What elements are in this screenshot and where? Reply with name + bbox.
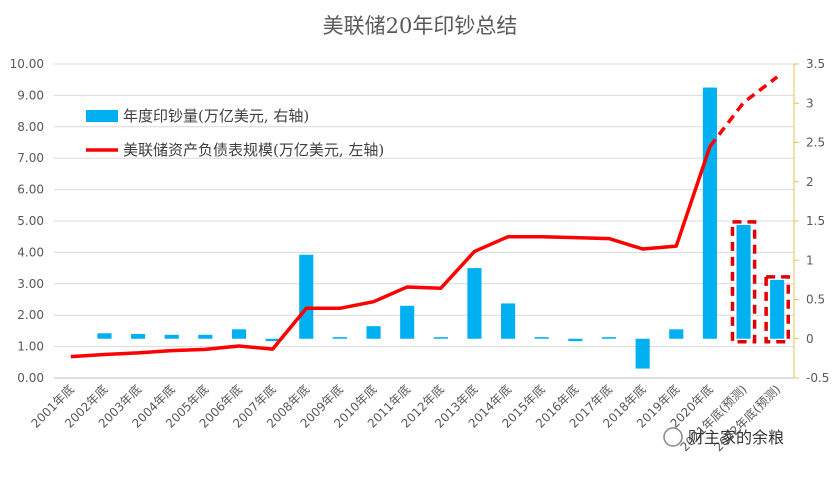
legend: 年度印钞量(万亿美元, 右轴) 美联储资产负债表规模(万亿美元, 左轴) <box>86 107 384 159</box>
gridlines <box>54 63 794 348</box>
bar <box>702 87 717 339</box>
x-axis-labels: 2001年底2002年底2003年底2004年底2005年底2006年底2007… <box>28 382 784 455</box>
legend-line-label: 美联储资产负债表规模(万亿美元, 左轴) <box>123 141 384 159</box>
bar <box>164 334 179 339</box>
right-axis-tick-label: 3.5 <box>806 57 825 71</box>
right-axis-tick-label: 3 <box>806 96 814 110</box>
bar <box>467 268 482 339</box>
bar <box>635 338 650 369</box>
bar <box>501 303 516 339</box>
right-axis-tick-label: 2.5 <box>806 136 825 150</box>
left-axis-tick-label: 10.00 <box>10 57 44 71</box>
watermark-text: 财主家的余粮 <box>688 428 784 447</box>
wechat-icon <box>663 427 683 447</box>
legend-bar-label: 年度印钞量(万亿美元, 右轴) <box>123 107 309 125</box>
bar <box>601 337 617 339</box>
bar <box>568 338 583 342</box>
right-axis-tick-label: -0.5 <box>806 371 829 385</box>
bar <box>400 305 415 339</box>
right-axis-tick-label: 1.5 <box>806 214 825 228</box>
line-series-actual <box>70 146 712 359</box>
left-axis-tick-label: 6.00 <box>17 183 44 197</box>
left-axis-tick-label: 1.00 <box>17 340 44 354</box>
left-axis-tick-label: 7.00 <box>17 151 44 165</box>
projection-highlight-boxes <box>730 220 790 344</box>
bar-series <box>97 87 785 369</box>
left-axis-tick-label: 9.00 <box>17 88 44 102</box>
bar <box>433 337 448 339</box>
projection-highlight-box <box>764 275 790 344</box>
bar <box>366 326 381 339</box>
left-axis-tick-label: 4.00 <box>17 245 44 259</box>
right-axis-tick-label: 2 <box>806 175 814 189</box>
bar <box>770 279 785 339</box>
line-series-projected <box>708 75 779 148</box>
legend-bar-swatch <box>86 110 118 122</box>
chart-title: 美联储20年印钞总结 <box>323 14 518 38</box>
left-axis-tick-label: 5.00 <box>17 214 44 228</box>
left-axis-tick-label: 0.00 <box>17 371 44 385</box>
line-series <box>70 75 779 359</box>
bar <box>97 333 112 339</box>
left-axis-tick-label: 3.00 <box>17 277 44 291</box>
bar <box>231 329 247 339</box>
bar <box>131 334 146 339</box>
bar <box>332 337 347 339</box>
bar <box>265 338 280 342</box>
left-axis-tick-label: 8.00 <box>17 120 44 134</box>
axes: 0.00 1.00 2.00 3.00 4.00 5.00 6.00 7.00 8.00 9.00… <box>10 57 830 385</box>
right-axis-tick-label: 1 <box>806 253 814 267</box>
projection-highlight-box <box>730 220 757 344</box>
bar <box>736 224 751 339</box>
bar <box>299 254 314 339</box>
bar <box>669 329 684 339</box>
right-axis-tick-label: 0 <box>806 332 814 346</box>
bar <box>534 337 549 339</box>
right-axis-tick-label: 0.5 <box>806 293 825 307</box>
left-axis-tick-label: 2.00 <box>17 308 44 322</box>
watermark: 财主家的余粮 <box>663 427 784 447</box>
bar <box>198 334 213 339</box>
